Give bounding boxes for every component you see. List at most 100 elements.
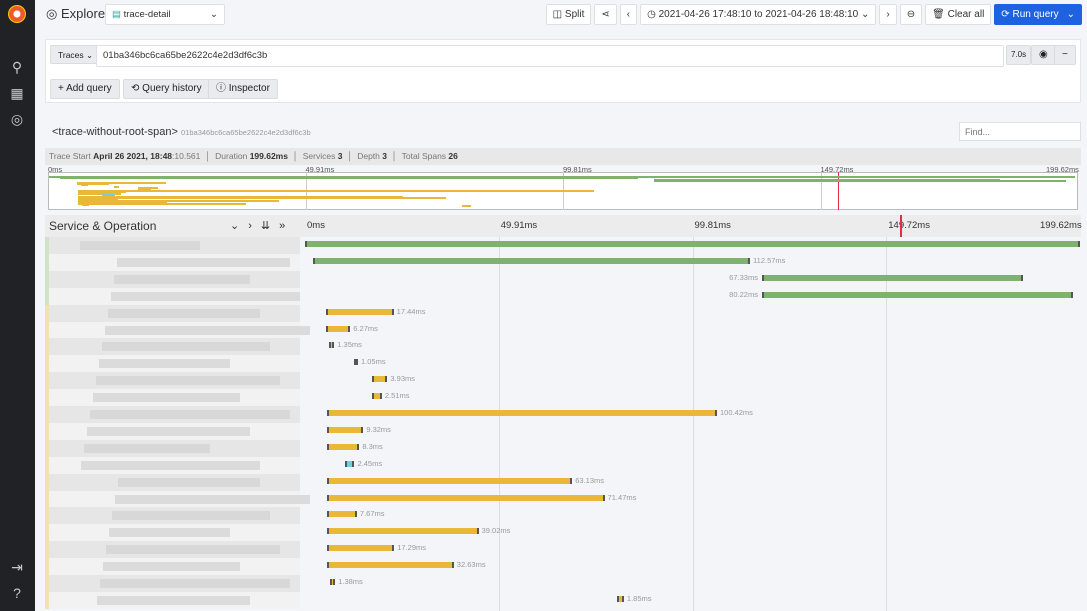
chevron-down-icon[interactable]: ⌄ xyxy=(1066,9,1075,20)
chevron-down-icon: ⌄ xyxy=(210,9,218,20)
minimap-span xyxy=(113,185,120,188)
query-type-select[interactable]: Traces ⌄ xyxy=(50,45,102,64)
span-name-placeholder xyxy=(97,595,250,605)
span-duration-label: 1.38ms xyxy=(338,577,363,586)
span-bar[interactable] xyxy=(327,562,454,569)
span-name-placeholder xyxy=(87,426,250,436)
add-query-label: Add query xyxy=(66,83,112,94)
split-label: Split xyxy=(564,9,585,20)
collapse-one-icon[interactable]: ⌄ xyxy=(230,220,249,232)
trace-id: 01ba346bc6ca65be2622c4e2d3df6c3b xyxy=(181,128,311,137)
span-duration-label: 67.33ms xyxy=(729,272,758,282)
hide-query-button[interactable]: ◉ xyxy=(1031,45,1056,65)
collapse-all-icon[interactable]: ⇊ xyxy=(260,220,280,232)
span-duration-label: 3.93ms xyxy=(390,374,416,384)
span-name-placeholder xyxy=(102,342,270,352)
add-query-button[interactable]: + Add query xyxy=(50,79,120,99)
span-name-placeholder xyxy=(100,579,290,588)
span-duration-label: 6.27ms xyxy=(353,323,378,333)
span-bar[interactable] xyxy=(761,274,1024,281)
run-query-button[interactable]: ⟳ Run query ⌄ xyxy=(994,4,1082,25)
minimap-span xyxy=(78,199,279,202)
timeline-tick-label: 199.62ms xyxy=(1040,220,1082,231)
trace-stats-bar: Trace Start April 26 2021, 18:48:10.561 … xyxy=(45,148,1081,165)
datasource-picker[interactable]: ▤ trace-detail ⌄ xyxy=(105,4,225,25)
span-bar[interactable] xyxy=(329,342,335,349)
minimap-span xyxy=(137,188,151,191)
minimap-tick-label: 149.72ms xyxy=(820,165,854,174)
span-bar[interactable] xyxy=(761,291,1074,298)
span-duration-label: 7.67ms xyxy=(359,509,385,519)
span-bar[interactable] xyxy=(327,494,605,501)
zoom-out-button[interactable]: ⊖ xyxy=(899,4,923,25)
timeline-header xyxy=(45,215,1081,237)
minimap-span xyxy=(78,197,446,199)
span-name-placeholder xyxy=(93,393,240,403)
help-icon[interactable]: ? xyxy=(13,585,21,601)
depth-label: Depth xyxy=(357,151,380,161)
trace-id-input[interactable]: 01ba346bc6ca65be2622c4e2d3df6c3b xyxy=(96,45,1004,67)
sign-in-icon[interactable]: ⇥ xyxy=(11,559,23,575)
span-name-placeholder xyxy=(115,494,310,504)
span-duration-label: 63.13ms xyxy=(575,475,604,485)
datasource-icon: ▤ xyxy=(112,9,124,20)
span-duration-label: 2.51ms xyxy=(384,391,410,401)
split-button[interactable]: ◫ Split xyxy=(545,4,592,25)
span-bar[interactable] xyxy=(327,410,717,416)
dashboards-icon[interactable]: ▦ xyxy=(10,85,24,101)
clear-all-button[interactable]: 🗑 Clear all xyxy=(925,4,992,25)
share-button[interactable]: ⋖ xyxy=(594,4,617,25)
search-icon[interactable]: ⚲ xyxy=(11,59,23,75)
minimap-span xyxy=(653,178,1000,181)
remove-query-button[interactable]: − xyxy=(1054,45,1076,65)
span-bar[interactable] xyxy=(372,376,388,383)
time-forward-button[interactable]: › xyxy=(879,4,897,25)
query-history-button[interactable]: ⟲ Query history xyxy=(123,79,210,99)
span-duration-label: 1.85ms xyxy=(626,593,652,603)
grafana-logo-icon[interactable] xyxy=(8,5,26,23)
collapse-controls: ⌄›⇊» xyxy=(230,219,294,232)
span-bar[interactable] xyxy=(372,393,382,400)
span-bar[interactable] xyxy=(305,241,1080,247)
span-bar[interactable] xyxy=(312,257,751,264)
expand-one-icon[interactable]: › xyxy=(248,220,261,232)
span-duration-label: 32.63ms xyxy=(456,560,486,570)
span-bar[interactable] xyxy=(327,511,357,518)
span-bar[interactable] xyxy=(353,359,358,366)
minus-icon: − xyxy=(1062,49,1068,60)
duration-value: 199.62ms xyxy=(249,151,288,161)
span-name-placeholder xyxy=(90,410,290,419)
timeline-tick-label: 99.81ms xyxy=(694,220,731,231)
span-bar[interactable] xyxy=(329,579,336,585)
span-bar[interactable] xyxy=(325,308,394,315)
span-bar[interactable] xyxy=(327,545,395,552)
span-duration-label: 1.05ms xyxy=(360,357,386,367)
inspector-button[interactable]: ⓘ Inspector xyxy=(208,79,278,99)
span-bar[interactable] xyxy=(327,426,364,433)
span-bar[interactable] xyxy=(616,595,624,602)
minimap-cursor-marker xyxy=(838,172,840,210)
services-value: 3 xyxy=(337,151,343,161)
span-name-placeholder xyxy=(96,376,280,386)
span-name-placeholder xyxy=(81,460,260,470)
span-bar[interactable] xyxy=(344,460,355,467)
explore-compass-icon[interactable]: ◎ xyxy=(10,111,24,127)
trace-title: <trace-without-root-span> 01ba346bc6ca65… xyxy=(52,126,311,138)
span-bar[interactable] xyxy=(327,477,573,484)
minimap-span xyxy=(76,181,167,184)
chevron-down-icon: ⌄ xyxy=(861,9,870,20)
span-bar[interactable] xyxy=(327,443,360,450)
info-icon: ⓘ xyxy=(216,83,229,94)
span-bar[interactable] xyxy=(325,325,351,332)
span-bar[interactable] xyxy=(327,528,479,535)
trace-id-value: 01ba346bc6ca65be2622c4e2d3df6c3b xyxy=(103,50,268,61)
time-range-picker[interactable]: ◷ 2021-04-26 17:48:10 to 2021-04-26 18:4… xyxy=(640,4,877,25)
minimap-span xyxy=(78,191,127,194)
services-label: Services xyxy=(302,151,336,161)
start-ms: :10.561 xyxy=(172,151,201,161)
find-input[interactable] xyxy=(959,122,1081,141)
span-name-placeholder xyxy=(109,528,230,538)
expand-all-icon[interactable]: » xyxy=(279,220,295,232)
time-back-button[interactable]: ‹ xyxy=(619,4,638,25)
sidebar: ⚲ ▦ ◎ ⇥ ? xyxy=(0,0,35,611)
